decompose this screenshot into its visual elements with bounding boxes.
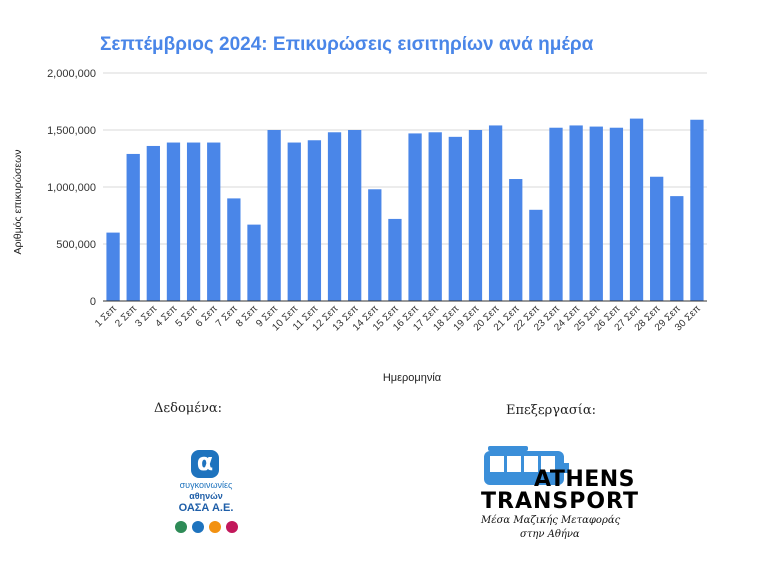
x-axis-label: Ημερομηνία xyxy=(383,372,442,384)
bar xyxy=(448,136,462,301)
bar xyxy=(549,127,563,301)
bar xyxy=(529,209,543,301)
x-tick-label: 6 Σεπ xyxy=(194,303,220,329)
bar xyxy=(408,133,422,301)
bar xyxy=(126,153,140,301)
gridlines xyxy=(103,72,707,245)
oasa-logo-line1: συγκοινωνίες xyxy=(179,480,233,490)
bar xyxy=(670,196,684,301)
transport-mode-dot xyxy=(226,521,238,533)
bar xyxy=(650,176,664,301)
data-source-label: Δεδομένα: xyxy=(154,401,223,416)
bar xyxy=(589,126,603,301)
bar xyxy=(247,224,261,301)
chart-title: Σεπτέμβριος 2024: Επικυρώσεις εισιτηρίων… xyxy=(100,34,594,55)
bar xyxy=(569,125,583,301)
athens-transport-sub2: στην Αθήνα xyxy=(520,529,580,540)
y-tick-label: 2,000,000 xyxy=(47,68,96,80)
oasa-logo-mark: α xyxy=(191,450,219,478)
bar xyxy=(609,127,624,301)
bar xyxy=(509,179,523,301)
bar xyxy=(388,218,402,301)
bar xyxy=(186,142,201,301)
bar xyxy=(267,130,281,301)
x-tick-label: 2 Σεπ xyxy=(113,303,139,329)
x-tick-label: 7 Σεπ xyxy=(214,303,240,329)
x-tick-label: 1 Σεπ xyxy=(93,303,119,329)
bar xyxy=(307,140,322,301)
bars xyxy=(106,118,704,302)
y-tick-label: 0 xyxy=(90,296,96,308)
athens-transport-sub1: Μέσα Μαζικής Μεταφοράς xyxy=(481,515,621,526)
bar xyxy=(106,232,120,301)
bar xyxy=(488,125,503,301)
athens-transport-line2: TRANSPORT xyxy=(481,489,640,514)
bar xyxy=(348,130,362,301)
bar xyxy=(428,132,442,301)
bar xyxy=(368,189,382,301)
bar-chart: 0 500,000 1,000,000 1,500,000 2,000,000 1 Σε… xyxy=(12,68,707,384)
bar xyxy=(327,132,342,301)
bar xyxy=(227,198,241,301)
y-axis-label: Αριθμός επικυρώσεων xyxy=(12,149,24,254)
processing-label: Επεξεργασία: xyxy=(506,403,596,418)
bar xyxy=(166,142,181,301)
bar xyxy=(146,145,160,301)
transport-mode-dot xyxy=(192,521,204,533)
athens-transport-line1: ATHENS xyxy=(534,467,636,492)
bar xyxy=(468,130,483,301)
transport-mode-dot xyxy=(175,521,187,533)
bus-icon xyxy=(484,446,569,485)
y-tick-label: 1,500,000 xyxy=(47,125,96,137)
oasa-logo-line3: ΟΑΣΑ Α.Ε. xyxy=(178,502,234,514)
bar xyxy=(287,142,301,301)
bar xyxy=(690,119,704,302)
bar xyxy=(629,118,644,301)
y-tick-labels: 0 500,000 1,000,000 1,500,000 2,000,000 xyxy=(47,68,96,308)
y-tick-label: 500,000 xyxy=(56,239,96,251)
y-tick-label: 1,000,000 xyxy=(47,182,96,194)
bar xyxy=(207,142,221,301)
oasa-logo-line2: αθηνών xyxy=(189,491,223,501)
x-tick-label: 3 Σεπ xyxy=(133,303,159,329)
transport-mode-icons xyxy=(175,521,238,533)
x-tick-label: 8 Σεπ xyxy=(234,303,260,329)
x-tick-label: 4 Σεπ xyxy=(154,303,180,329)
transport-mode-dot xyxy=(209,521,221,533)
x-tick-label: 5 Σεπ xyxy=(174,303,200,329)
